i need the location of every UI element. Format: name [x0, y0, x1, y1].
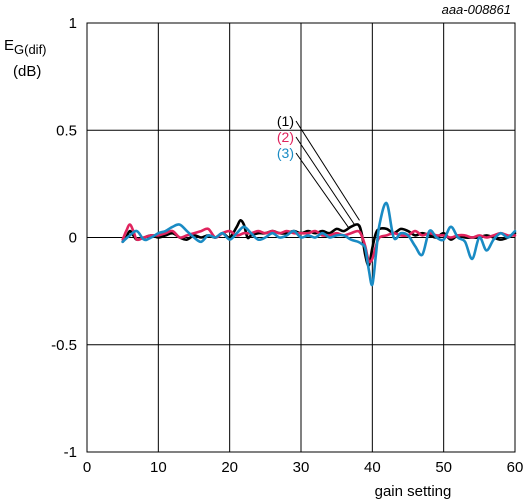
- callout: (1)(2)(3): [277, 113, 360, 230]
- callout-label: (2): [277, 129, 294, 145]
- y-axis-label-sub: G(dif): [14, 42, 47, 57]
- x-tick-label: 20: [221, 459, 238, 476]
- y-axis-label-main: E: [4, 37, 14, 54]
- y-tick-label: -0.5: [51, 337, 77, 354]
- x-tick-label: 50: [435, 459, 452, 476]
- callout-label: (3): [277, 145, 294, 161]
- x-tick-label: 60: [507, 459, 524, 476]
- tick-labels: 0 10 20 30 40 50 60 1 0.5 0 -0.5 -1: [51, 15, 523, 476]
- y-tick-label: 0: [69, 230, 77, 247]
- x-tick-label: 0: [83, 459, 91, 476]
- y-axis-label: EG(dif) (dB): [4, 37, 47, 80]
- svg-text:EG(dif): EG(dif): [4, 37, 47, 57]
- series-line: [121, 201, 517, 287]
- x-tick-label: 40: [364, 459, 381, 476]
- x-tick-label: 10: [150, 459, 167, 476]
- grid: [86, 22, 516, 453]
- y-tick-label: 1: [69, 15, 77, 32]
- callout-leader: [295, 136, 355, 225]
- callout-label: (1): [277, 113, 294, 129]
- callout-leader: [295, 152, 350, 230]
- x-tick-label: 30: [293, 459, 310, 476]
- x-axis-label: gain setting: [375, 483, 452, 500]
- y-axis-label-unit: (dB): [13, 63, 41, 80]
- y-tick-label: -1: [64, 444, 77, 461]
- y-tick-label: 0.5: [56, 122, 77, 139]
- callout-leader: [295, 120, 360, 221]
- series-lines: [121, 201, 517, 287]
- series-line: [121, 223, 517, 264]
- figure-id: aaa-008861: [442, 2, 511, 17]
